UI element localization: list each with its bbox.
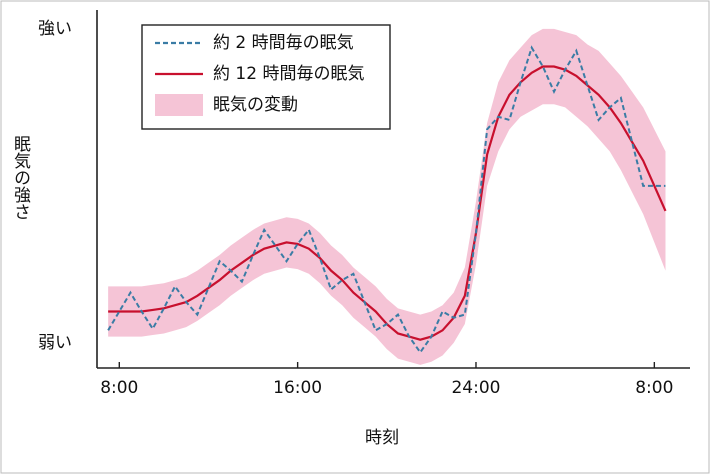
x-tick-label: 16:00 <box>273 378 322 398</box>
x-tick-label: 8:00 <box>635 378 673 398</box>
plot-area <box>107 28 667 365</box>
band-area <box>108 28 666 365</box>
y-tick-label: 弱い <box>38 333 72 353</box>
legend-swatch <box>155 94 203 116</box>
x-tick-label: 24:00 <box>451 378 500 398</box>
y-tick-label: 強い <box>38 19 72 39</box>
y-axis-title: 眠気の強さ <box>10 135 31 220</box>
legend-label: 約 2 時間毎の眠気 <box>213 33 354 53</box>
legend-label: 約 12 時間毎の眠気 <box>213 64 364 84</box>
x-tick-label: 8:00 <box>100 378 138 398</box>
x-axis-title: 時刻 <box>365 428 399 448</box>
legend-label: 眠気の変動 <box>213 95 298 115</box>
series-line <box>107 45 666 355</box>
